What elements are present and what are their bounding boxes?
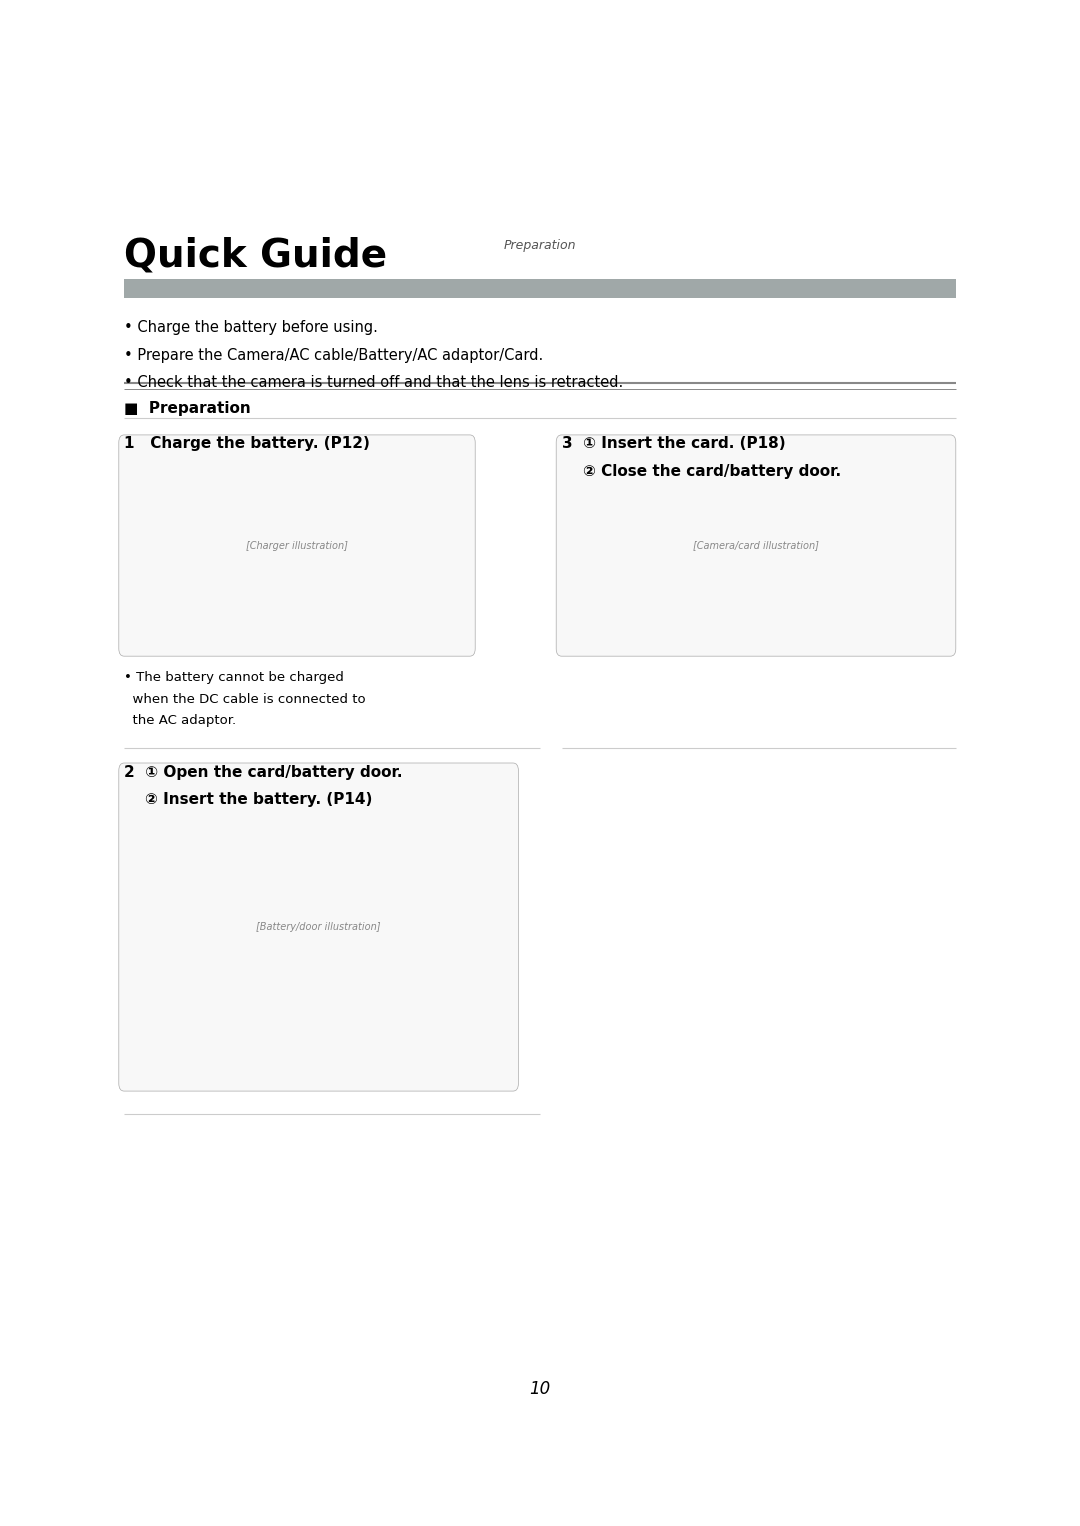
Text: • Check that the camera is turned off and that the lens is retracted.: • Check that the camera is turned off an…	[124, 375, 623, 391]
Text: ② Insert the battery. (P14): ② Insert the battery. (P14)	[124, 792, 373, 807]
Text: Preparation: Preparation	[503, 238, 577, 252]
Text: when the DC cable is connected to: when the DC cable is connected to	[124, 693, 366, 707]
Bar	[124, 279, 956, 298]
Text: Quick Guide: Quick Guide	[124, 237, 388, 275]
Text: 10: 10	[529, 1380, 551, 1398]
Text: 2  ① Open the card/battery door.: 2 ① Open the card/battery door.	[124, 765, 403, 780]
Text: [Camera/card illustration]: [Camera/card illustration]	[693, 540, 819, 551]
FancyBboxPatch shape	[119, 435, 475, 656]
Text: [Charger illustration]: [Charger illustration]	[246, 540, 348, 551]
Text: 3  ① Insert the card. (P18): 3 ① Insert the card. (P18)	[562, 436, 785, 452]
Text: ② Close the card/battery door.: ② Close the card/battery door.	[562, 464, 840, 479]
Text: • The battery cannot be charged: • The battery cannot be charged	[124, 671, 345, 685]
Text: • Prepare the Camera/AC cable/Battery/AC adaptor/Card.: • Prepare the Camera/AC cable/Battery/AC…	[124, 348, 543, 363]
FancyBboxPatch shape	[556, 435, 956, 656]
Text: • Charge the battery before using.: • Charge the battery before using.	[124, 320, 378, 336]
Text: [Battery/door illustration]: [Battery/door illustration]	[256, 922, 381, 932]
Text: the AC adaptor.: the AC adaptor.	[124, 714, 237, 728]
FancyBboxPatch shape	[119, 763, 518, 1091]
Text: 1   Charge the battery. (P12): 1 Charge the battery. (P12)	[124, 436, 370, 452]
Text: ■  Preparation: ■ Preparation	[124, 401, 251, 417]
